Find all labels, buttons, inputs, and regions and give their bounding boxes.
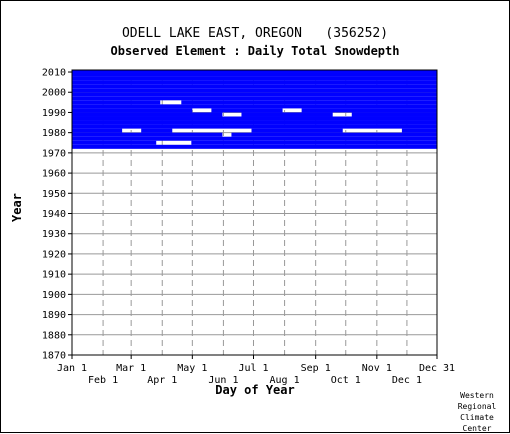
data-cell xyxy=(241,112,333,117)
y-tick-label: 1990 xyxy=(42,108,66,119)
data-cell xyxy=(72,88,437,93)
y-tick-label: 1910 xyxy=(42,270,66,281)
data-cell xyxy=(72,116,437,121)
data-cell xyxy=(72,144,437,149)
data-cell xyxy=(401,128,437,133)
y-tick-label: 2010 xyxy=(42,68,66,79)
x-tick-label: Jul 1 xyxy=(238,363,268,374)
x-axis-label: Day of Year xyxy=(215,383,295,397)
data-cell xyxy=(72,72,437,77)
data-cell xyxy=(72,96,437,101)
x-tick-label: Jun 1 xyxy=(208,375,238,386)
chart-subtitle: Observed Element : Daily Total Snowdepth xyxy=(110,44,400,58)
data-cell xyxy=(72,84,437,89)
data-cell xyxy=(72,104,437,109)
credit-line: Regional xyxy=(457,402,497,411)
y-tick-label: 1950 xyxy=(42,189,66,200)
x-tick-label: Apr 1 xyxy=(147,375,177,386)
plot-border xyxy=(71,69,438,356)
data-cell xyxy=(72,140,157,145)
credit-line: Center xyxy=(462,424,492,433)
x-tick-label: Jan 1 xyxy=(57,363,87,374)
data-cell xyxy=(251,128,343,133)
y-tick-label: 2000 xyxy=(42,88,66,99)
data-cell xyxy=(72,120,437,125)
data-cell xyxy=(181,100,437,105)
y-tick-label: 1920 xyxy=(42,249,66,260)
chart-title: ODELL LAKE EAST, OREGON (356252) xyxy=(121,26,389,41)
data-cell xyxy=(72,136,437,141)
y-tick-label: 1940 xyxy=(42,209,66,220)
y-tick-label: 1930 xyxy=(42,229,66,240)
data-cell xyxy=(72,112,223,117)
x-tick-label: Aug 1 xyxy=(270,375,300,386)
x-tick-label: Oct 1 xyxy=(331,375,361,386)
x-tick-label: May 1 xyxy=(177,363,207,374)
data-cell xyxy=(72,100,161,105)
credit-line: Climate xyxy=(460,413,494,422)
data-cell xyxy=(72,80,437,85)
data-cell xyxy=(231,132,437,137)
data-cell xyxy=(191,140,437,145)
x-tick-label: Dec 31 xyxy=(419,363,455,374)
x-tick-label: Mar 1 xyxy=(116,363,146,374)
y-tick-label: 1880 xyxy=(42,330,66,341)
data-cell xyxy=(72,108,193,113)
y-tick-label: 1890 xyxy=(42,310,66,321)
y-tick-label: 1900 xyxy=(42,290,66,301)
data-cell xyxy=(351,112,437,117)
data-cell xyxy=(72,92,437,97)
data-cell xyxy=(72,70,437,73)
credit-label: Western Regional Climate Center xyxy=(452,390,502,434)
data-cell xyxy=(72,132,223,137)
x-tick-label: Nov 1 xyxy=(362,363,392,374)
y-tick-label: 1980 xyxy=(42,128,66,139)
x-tick-label: Feb 1 xyxy=(88,375,118,386)
x-tick-label: Sep 1 xyxy=(301,363,331,374)
data-cell xyxy=(72,128,123,133)
x-tick-label: Dec 1 xyxy=(392,375,422,386)
y-tick-label: 1870 xyxy=(42,351,66,362)
y-tick-label: 1960 xyxy=(42,169,66,180)
data-cell xyxy=(211,108,283,113)
data-cell xyxy=(301,108,437,113)
data-cell xyxy=(72,124,437,129)
credit-line: Western xyxy=(460,391,494,400)
data-cell xyxy=(141,128,173,133)
y-tick-label: 1970 xyxy=(42,148,66,159)
data-cell xyxy=(72,76,437,81)
